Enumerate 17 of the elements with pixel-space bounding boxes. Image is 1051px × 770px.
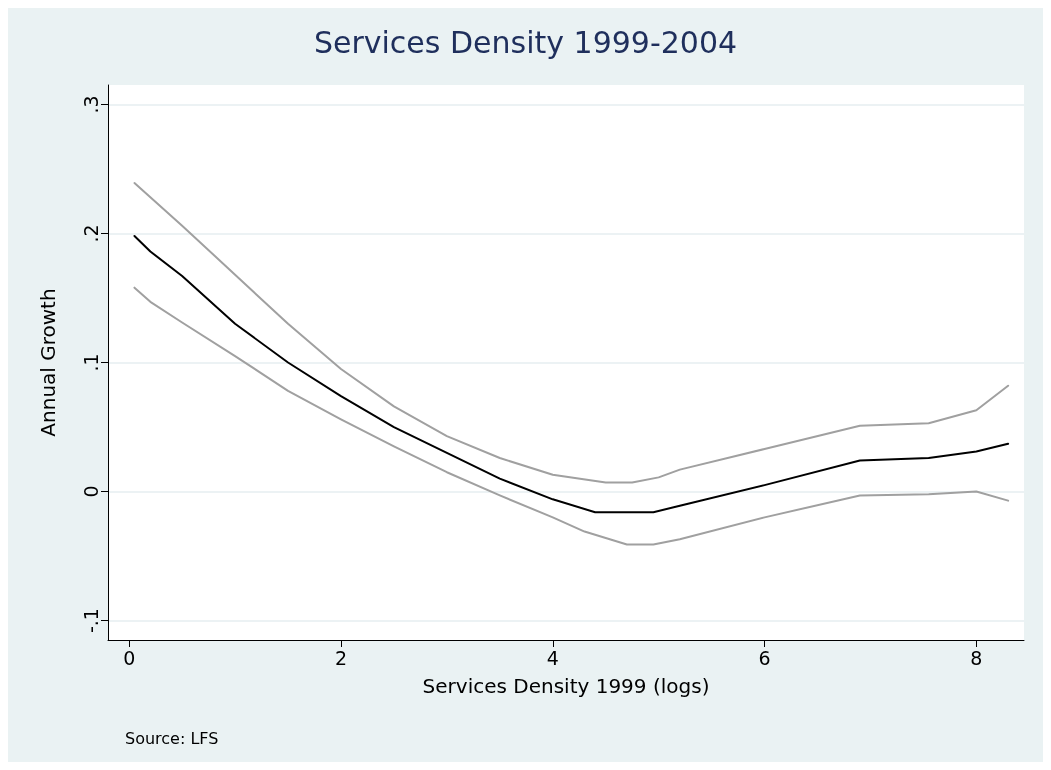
source-note: Source: LFS bbox=[125, 728, 219, 748]
y-tick-label: .1 bbox=[79, 353, 102, 372]
line-series bbox=[133, 286, 1010, 546]
y-tick-label: .3 bbox=[79, 95, 102, 114]
chart-title: Services Density 1999-2004 bbox=[313, 24, 738, 60]
y-tick-label: -.1 bbox=[79, 608, 102, 634]
x-tick-label: 0 bbox=[123, 646, 136, 669]
x-tick-label: 8 bbox=[970, 646, 983, 669]
x-tick-label: 6 bbox=[758, 646, 771, 669]
line-series bbox=[133, 235, 1010, 514]
y-tick-label: 0 bbox=[79, 485, 102, 498]
y-axis-title: Annual Growth bbox=[36, 288, 60, 437]
x-tick-label: 4 bbox=[546, 646, 559, 669]
x-axis-title: Services Density 1999 (logs) bbox=[422, 674, 710, 698]
y-tick-label: .2 bbox=[79, 224, 102, 243]
line-series bbox=[133, 182, 1010, 484]
x-tick-label: 2 bbox=[334, 646, 348, 669]
